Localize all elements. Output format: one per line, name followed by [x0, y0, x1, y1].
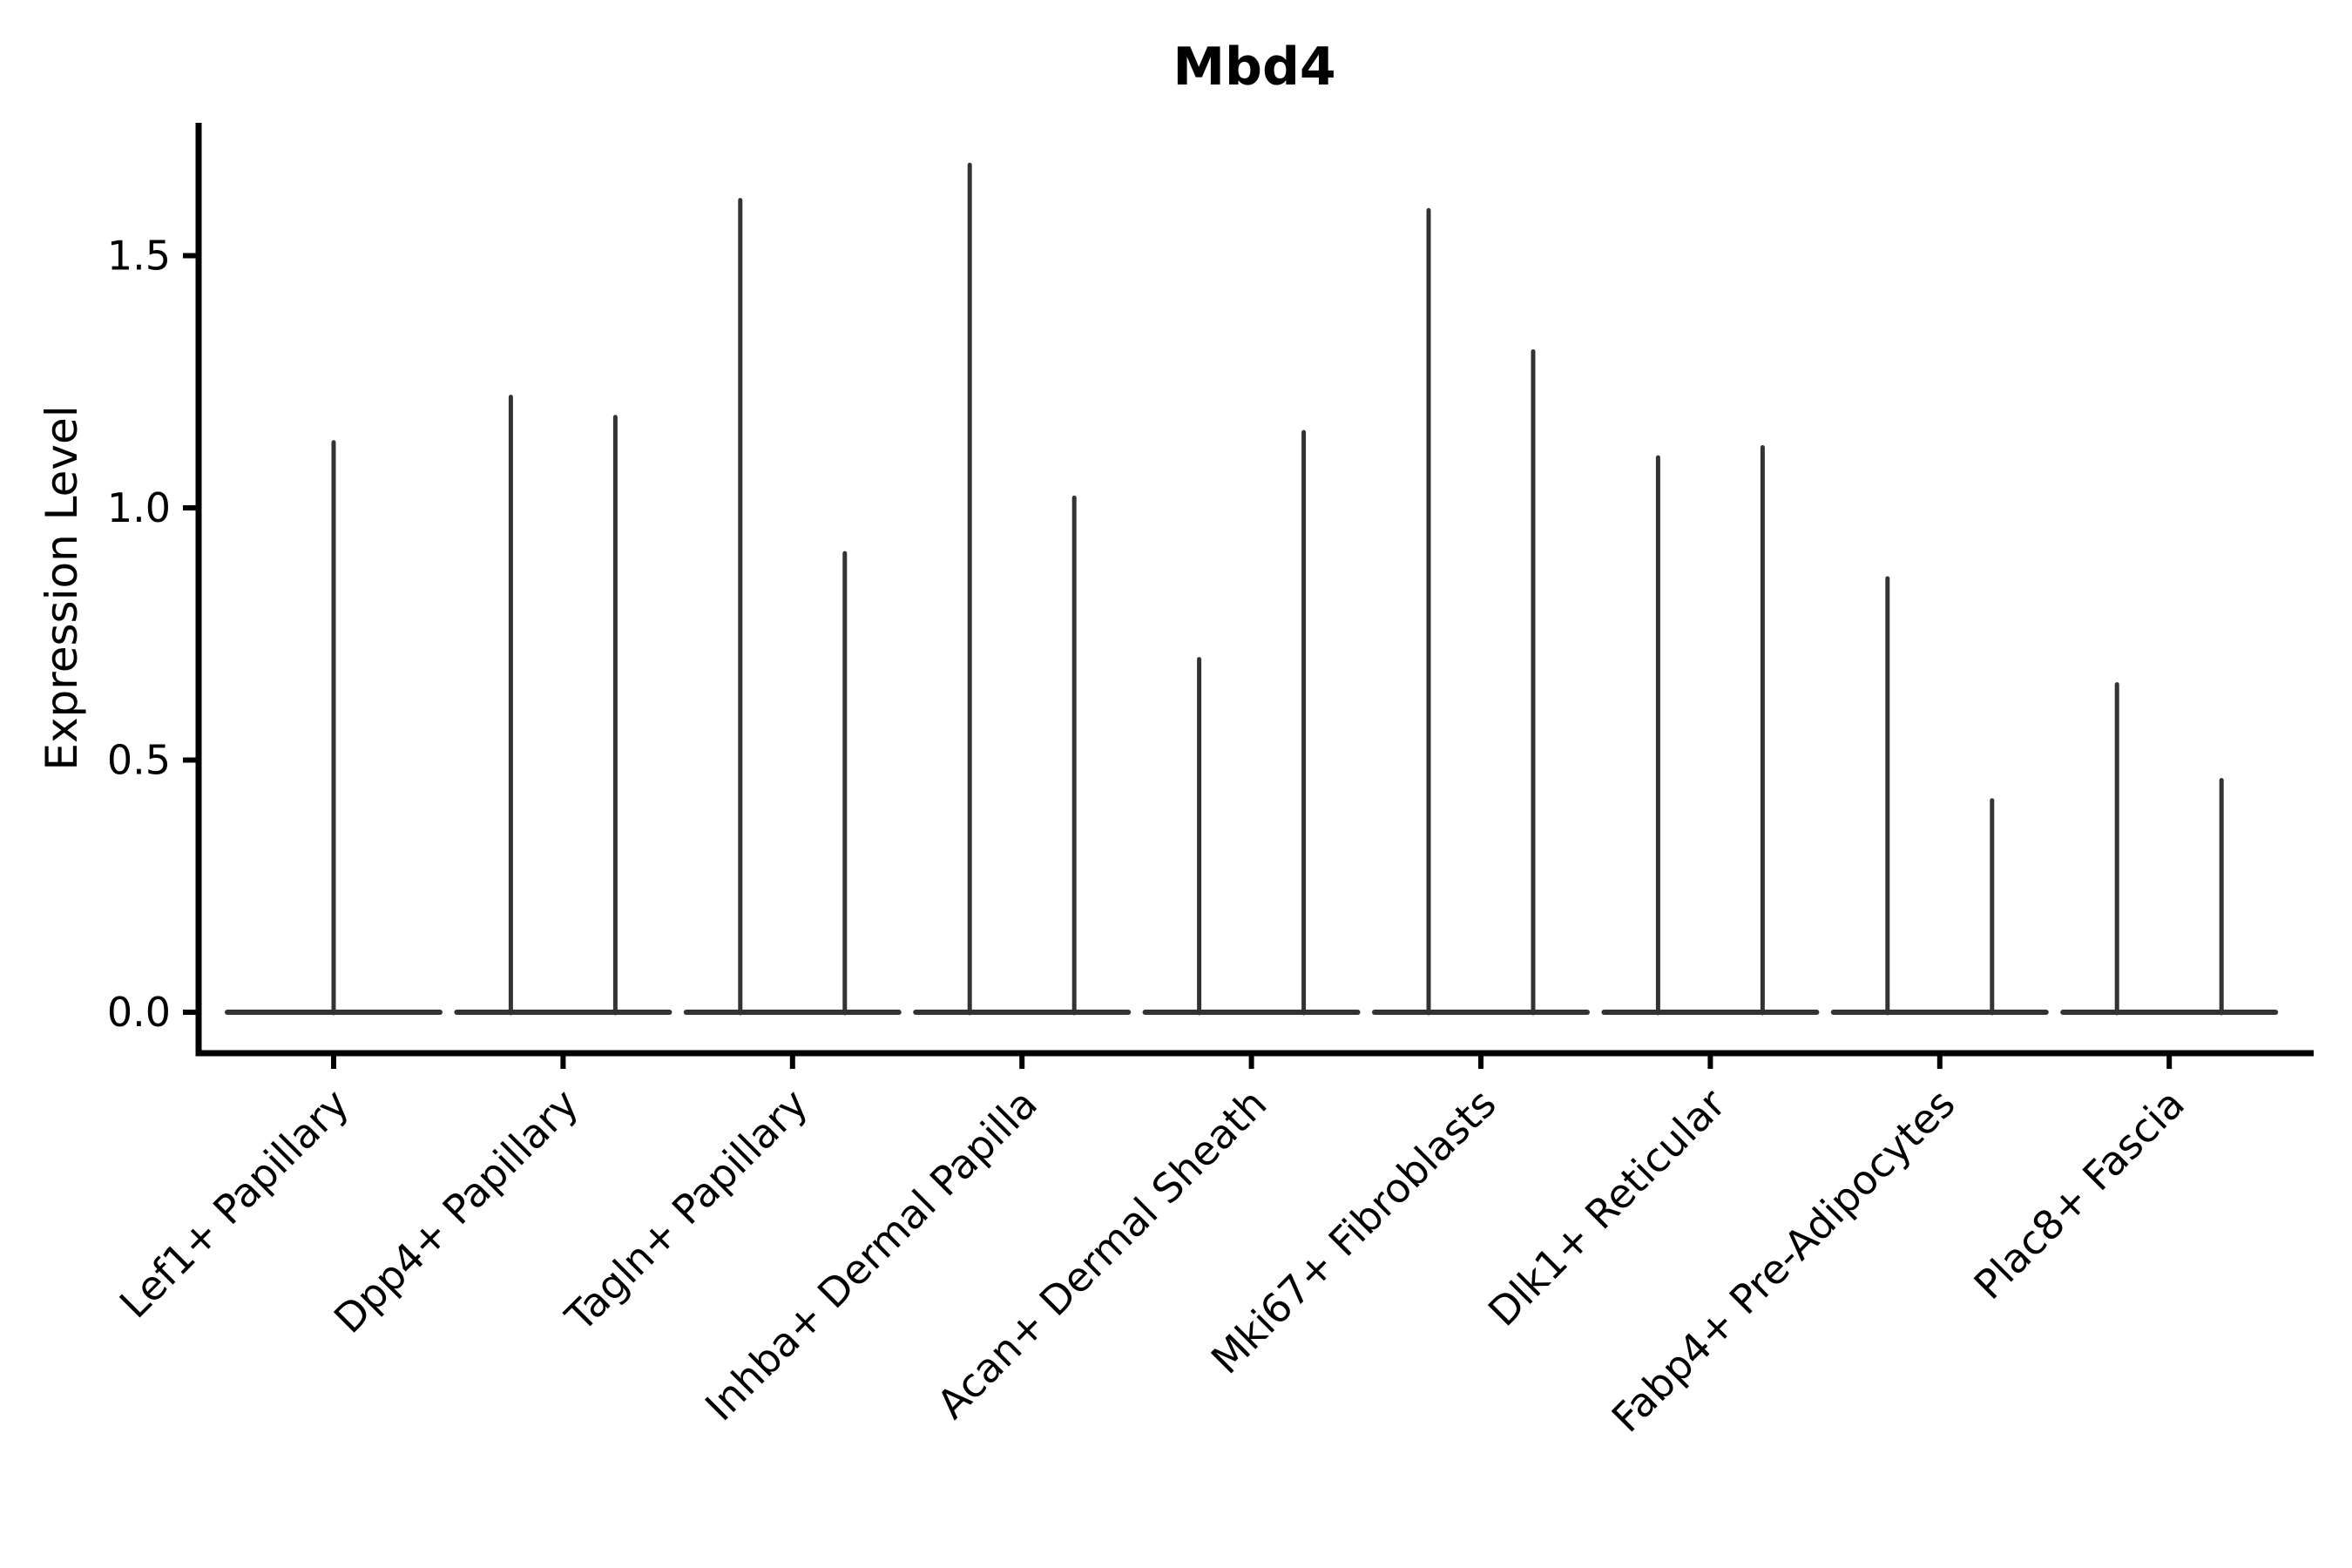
y-tick-label: 1.0 — [107, 484, 171, 531]
y-axis-label: Expression Level — [37, 405, 87, 770]
x-category-label: Tagln+ Papillary — [556, 1080, 817, 1342]
y-tick-label: 1.5 — [107, 233, 171, 280]
chart-title: Mbd4 — [1173, 37, 1335, 98]
x-category-label: Dlk1+ Reticular — [1479, 1080, 1734, 1335]
x-category-label: Lef1+ Papillary — [111, 1080, 358, 1328]
y-tick-label: 0.0 — [107, 989, 171, 1036]
y-tick-label: 0.5 — [107, 737, 171, 784]
x-category-label: Dpp4+ Papillary — [325, 1080, 587, 1342]
x-category-label: Plac8+ Fascia — [1965, 1080, 2193, 1308]
